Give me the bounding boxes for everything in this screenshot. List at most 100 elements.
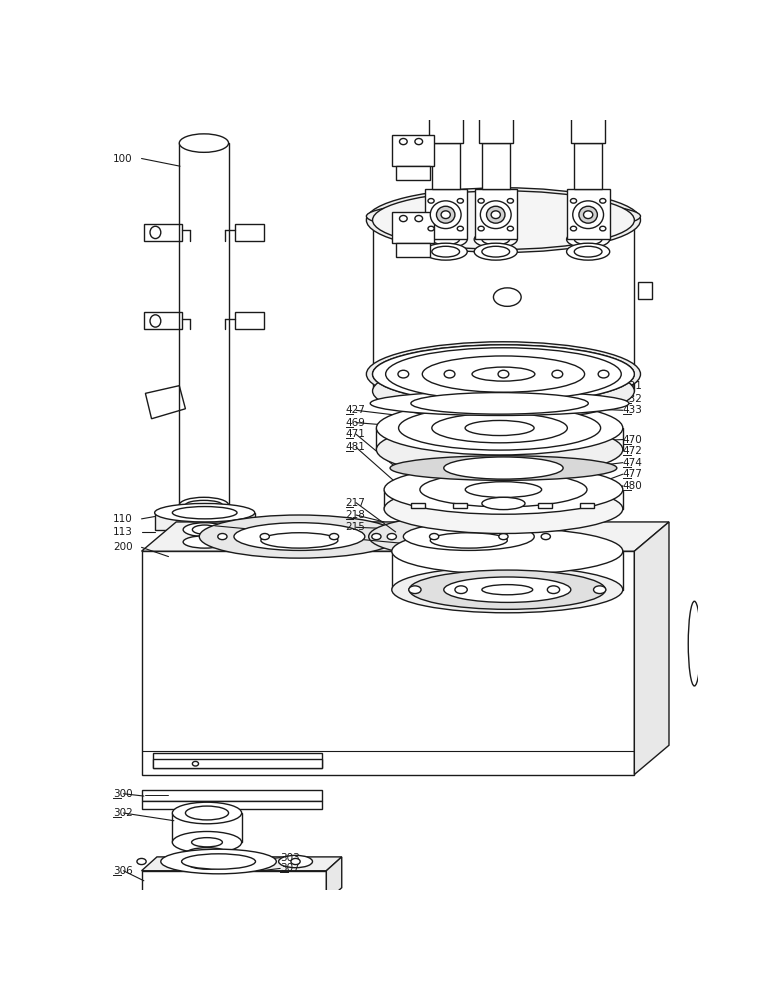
Ellipse shape <box>478 199 484 203</box>
Bar <box>482 101 510 116</box>
Ellipse shape <box>173 831 242 853</box>
Ellipse shape <box>429 533 439 540</box>
Ellipse shape <box>369 515 569 558</box>
Ellipse shape <box>176 854 238 872</box>
Bar <box>142 801 323 809</box>
Text: 470: 470 <box>623 435 643 445</box>
Text: 307: 307 <box>280 863 300 873</box>
Text: 113: 113 <box>113 527 133 537</box>
Bar <box>235 312 264 329</box>
Ellipse shape <box>474 231 517 248</box>
Text: 471: 471 <box>345 429 366 439</box>
Ellipse shape <box>181 854 255 869</box>
Ellipse shape <box>472 367 534 381</box>
Polygon shape <box>142 857 342 871</box>
Text: 306: 306 <box>113 866 133 876</box>
Ellipse shape <box>150 315 161 327</box>
Text: 474: 474 <box>623 458 643 468</box>
Ellipse shape <box>598 370 609 378</box>
Ellipse shape <box>499 533 508 540</box>
Ellipse shape <box>441 211 450 219</box>
Bar <box>392 135 434 166</box>
Ellipse shape <box>465 482 541 497</box>
Ellipse shape <box>390 456 617 480</box>
Ellipse shape <box>430 533 507 548</box>
Ellipse shape <box>428 226 434 231</box>
Polygon shape <box>142 522 669 551</box>
Ellipse shape <box>482 246 510 257</box>
Ellipse shape <box>478 226 484 231</box>
Text: 215: 215 <box>345 522 366 532</box>
Ellipse shape <box>422 356 584 392</box>
Ellipse shape <box>570 226 576 231</box>
Bar <box>396 166 430 180</box>
Ellipse shape <box>443 457 563 479</box>
Ellipse shape <box>137 858 146 865</box>
Text: 100: 100 <box>113 153 133 163</box>
Ellipse shape <box>185 500 223 510</box>
Bar <box>574 101 602 116</box>
Ellipse shape <box>373 191 634 249</box>
Bar <box>396 243 430 257</box>
Bar <box>183 530 226 544</box>
Bar <box>478 116 513 143</box>
Ellipse shape <box>161 849 276 874</box>
Ellipse shape <box>392 528 623 574</box>
Ellipse shape <box>260 533 269 540</box>
Ellipse shape <box>579 206 598 223</box>
Bar <box>580 503 594 508</box>
Ellipse shape <box>399 215 407 222</box>
Ellipse shape <box>443 577 571 602</box>
Ellipse shape <box>261 533 338 548</box>
Ellipse shape <box>465 420 534 436</box>
Ellipse shape <box>570 199 576 203</box>
Ellipse shape <box>482 497 525 510</box>
Ellipse shape <box>424 231 468 248</box>
Ellipse shape <box>507 226 513 231</box>
Ellipse shape <box>548 586 559 594</box>
Ellipse shape <box>482 585 533 595</box>
Ellipse shape <box>373 345 634 403</box>
Ellipse shape <box>486 206 505 223</box>
Text: 302: 302 <box>113 808 133 818</box>
Bar <box>392 212 434 243</box>
Text: 300: 300 <box>113 789 133 799</box>
Ellipse shape <box>428 199 434 203</box>
Ellipse shape <box>411 393 588 414</box>
Bar <box>142 551 634 774</box>
Ellipse shape <box>566 231 610 248</box>
Polygon shape <box>326 857 342 902</box>
Text: 433: 433 <box>623 405 643 415</box>
Ellipse shape <box>372 533 381 540</box>
Ellipse shape <box>185 848 229 860</box>
Text: 477: 477 <box>623 469 643 479</box>
Bar <box>411 503 425 508</box>
Bar <box>432 101 460 116</box>
Ellipse shape <box>218 533 227 540</box>
Ellipse shape <box>279 855 313 868</box>
Ellipse shape <box>432 246 460 257</box>
Ellipse shape <box>329 533 338 540</box>
Ellipse shape <box>185 806 229 820</box>
Ellipse shape <box>387 533 397 540</box>
Ellipse shape <box>234 523 365 550</box>
Ellipse shape <box>507 199 513 203</box>
Ellipse shape <box>291 858 300 865</box>
Ellipse shape <box>574 234 602 245</box>
Ellipse shape <box>192 761 198 766</box>
Ellipse shape <box>150 226 161 239</box>
Bar <box>144 312 182 329</box>
Bar <box>155 513 254 530</box>
Text: 469: 469 <box>345 418 366 428</box>
Ellipse shape <box>432 413 567 443</box>
Ellipse shape <box>384 484 623 533</box>
Ellipse shape <box>430 201 461 229</box>
Bar <box>173 813 242 842</box>
Ellipse shape <box>498 370 509 378</box>
Ellipse shape <box>408 586 421 594</box>
Ellipse shape <box>415 138 422 145</box>
Text: 303: 303 <box>280 853 300 863</box>
Ellipse shape <box>444 370 455 378</box>
Text: 218: 218 <box>345 510 366 520</box>
Ellipse shape <box>392 567 623 613</box>
